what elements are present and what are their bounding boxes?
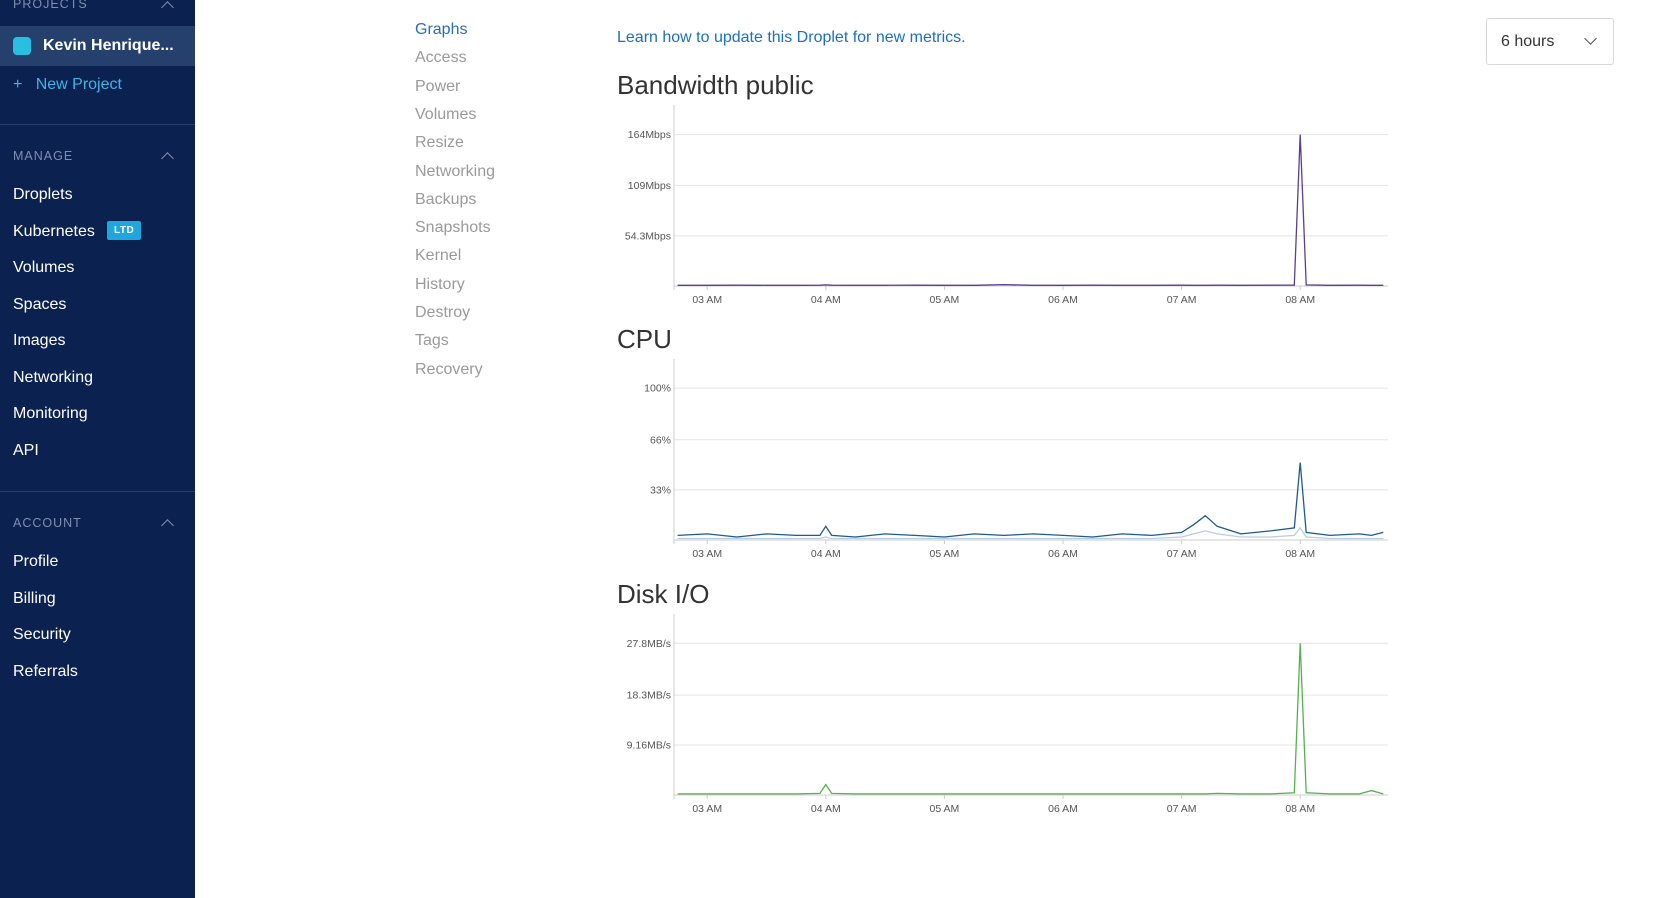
account-heading: ACCOUNT [13, 516, 82, 530]
new-project-label: New Project [35, 76, 122, 93]
x-tick-label: 06 AM [1048, 803, 1078, 815]
x-tick-label: 04 AM [811, 294, 841, 306]
nav-item[interactable]: Volumes [415, 105, 477, 123]
nav-item[interactable]: Destroy [415, 304, 471, 321]
project-icon [13, 37, 31, 55]
manage-heading: MANAGE [13, 149, 74, 163]
sidebar-item[interactable]: Monitoring [13, 405, 88, 422]
x-tick-label: 06 AM [1048, 548, 1078, 560]
y-tick-label: 66% [650, 434, 671, 446]
chart-title: Bandwidth public [617, 70, 814, 100]
learn-link[interactable]: Learn how to update this Droplet for new… [617, 29, 966, 46]
collapse-icon[interactable] [161, 519, 174, 532]
sidebar-item[interactable]: Profile [13, 553, 59, 570]
sidebar-item[interactable]: Volumes [13, 259, 75, 276]
sidebar-item[interactable]: Billing [13, 589, 56, 607]
collapse-icon[interactable] [161, 152, 174, 165]
range-dropdown[interactable]: 6 hours [1486, 18, 1614, 65]
collapse-icon[interactable] [161, 1, 174, 14]
nav-item[interactable]: Backups [415, 190, 477, 208]
sidebar-item[interactable]: Referrals [13, 662, 78, 680]
sidebar-item[interactable]: Droplets [13, 186, 73, 203]
nav-item[interactable]: Tags [415, 332, 449, 350]
sidebar-item[interactable]: API [13, 441, 39, 459]
x-tick-label: 03 AM [692, 803, 722, 815]
y-tick-label: 33% [650, 484, 671, 496]
x-tick-label: 08 AM [1285, 548, 1315, 560]
line-series [677, 462, 1384, 538]
line-series [677, 643, 1384, 795]
chart-title: CPU [617, 324, 672, 354]
x-tick-label: 08 AM [1285, 294, 1315, 306]
projects-heading: PROJECTS [13, 0, 88, 11]
project-name: Kevin Henrique... [43, 37, 174, 54]
nav-item[interactable]: Power [415, 77, 461, 95]
y-tick-label: 27.8MB/s [627, 638, 671, 650]
sidebar-item[interactable]: Kubernetes [13, 222, 95, 240]
ltd-badge: LTD [107, 221, 142, 240]
nav-item[interactable]: Recovery [415, 360, 483, 378]
y-tick-label: 9.16MB/s [627, 740, 671, 752]
sidebar-item[interactable]: Networking [13, 368, 94, 386]
nav-item[interactable]: Graphs [415, 21, 468, 38]
x-tick-label: 05 AM [930, 803, 960, 815]
x-tick-label: 04 AM [811, 548, 841, 560]
nav-item[interactable]: Snapshots [415, 219, 491, 237]
line-series [677, 134, 1384, 286]
x-tick-label: 07 AM [1167, 803, 1197, 815]
y-tick-label: 100% [644, 383, 671, 395]
nav-item[interactable]: Resize [415, 134, 464, 152]
y-tick-label: 164Mbps [628, 129, 671, 141]
x-tick-label: 07 AM [1167, 548, 1197, 560]
x-tick-label: 05 AM [930, 548, 960, 560]
line-series [677, 526, 1384, 540]
chart-title: Disk I/O [617, 579, 709, 609]
x-tick-label: 08 AM [1285, 803, 1315, 815]
new-project[interactable]: + New Project [13, 76, 122, 93]
x-tick-label: 05 AM [930, 294, 960, 306]
sidebar-item[interactable]: Images [13, 332, 66, 349]
x-tick-label: 03 AM [692, 294, 722, 306]
x-tick-label: 03 AM [692, 548, 722, 560]
x-tick-label: 07 AM [1167, 294, 1197, 306]
y-tick-label: 109Mbps [628, 180, 671, 192]
nav-item[interactable]: History [415, 275, 465, 293]
y-tick-label: 18.3MB/s [627, 690, 671, 702]
sidebar: PROJECTS Kevin Henrique... + New Project… [0, 0, 195, 898]
divider [0, 124, 195, 125]
nav-item[interactable]: Access [415, 49, 467, 67]
divider [0, 491, 195, 492]
x-tick-label: 06 AM [1048, 294, 1078, 306]
x-tick-label: 04 AM [811, 803, 841, 815]
sidebar-item[interactable]: Spaces [13, 295, 67, 313]
nav-item[interactable]: Kernel [415, 247, 462, 265]
nav-item[interactable]: Networking [415, 162, 496, 180]
project-row[interactable]: Kevin Henrique... [0, 26, 195, 66]
sidebar-item[interactable]: Security [13, 626, 71, 643]
y-tick-label: 54.3Mbps [625, 230, 671, 242]
range-label: 6 hours [1501, 33, 1555, 50]
